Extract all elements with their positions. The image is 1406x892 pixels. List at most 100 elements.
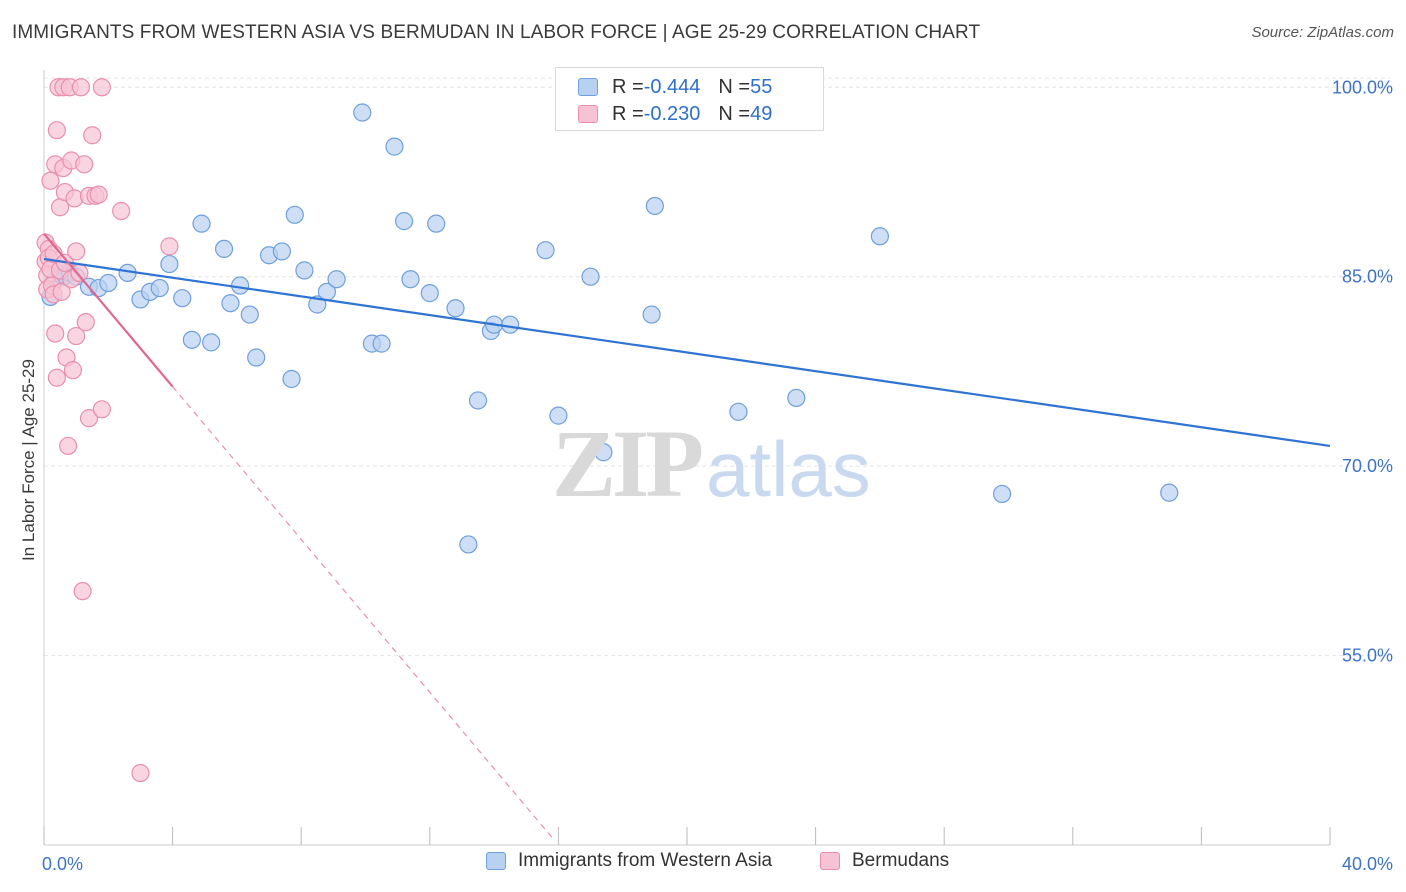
legend-label: Immigrants from Western Asia bbox=[518, 850, 773, 871]
data-point bbox=[427, 214, 446, 233]
data-point bbox=[394, 212, 414, 231]
data-point bbox=[420, 284, 439, 303]
series-bermudans bbox=[36, 78, 179, 783]
y-tick-label: 85.0% bbox=[1342, 267, 1393, 287]
data-point bbox=[112, 201, 131, 221]
trend-line bbox=[43, 233, 174, 388]
data-point bbox=[79, 409, 99, 428]
legend-row-blue: R = -0.444 N = 55 bbox=[578, 74, 772, 100]
data-point bbox=[240, 305, 259, 324]
data-point bbox=[52, 282, 71, 301]
r-label: R = bbox=[612, 102, 644, 125]
series-legend: Immigrants from Western Asia Bermudans bbox=[0, 850, 1406, 878]
data-point bbox=[150, 278, 169, 298]
data-point bbox=[67, 326, 86, 346]
data-point bbox=[501, 315, 520, 334]
data-point bbox=[131, 763, 150, 783]
pink-swatch bbox=[578, 105, 598, 123]
y-tick-label: 100.0% bbox=[1332, 77, 1393, 97]
data-point bbox=[59, 436, 78, 456]
data-point bbox=[63, 361, 83, 380]
r-value: -0.230 bbox=[643, 102, 701, 125]
r-label: R = bbox=[612, 75, 644, 98]
trend-line bbox=[43, 257, 1331, 448]
data-point bbox=[1160, 483, 1179, 502]
data-point bbox=[221, 294, 240, 313]
data-point bbox=[372, 334, 391, 353]
data-point bbox=[295, 261, 314, 280]
data-point bbox=[581, 267, 600, 286]
legend-row-pink: R = -0.230 N = 49 bbox=[578, 101, 772, 127]
data-point bbox=[247, 348, 266, 367]
series-immigrants-western-asia bbox=[41, 103, 1179, 554]
data-point bbox=[192, 214, 211, 233]
data-point bbox=[645, 196, 664, 216]
blue-swatch bbox=[578, 78, 598, 96]
data-point bbox=[272, 242, 292, 261]
data-point bbox=[787, 388, 806, 408]
data-point bbox=[89, 185, 108, 204]
data-point bbox=[46, 324, 65, 343]
grid-lines bbox=[44, 77, 1390, 657]
data-point bbox=[285, 205, 304, 224]
data-point bbox=[353, 103, 372, 122]
data-point bbox=[160, 237, 179, 256]
source-label: Source: ZipAtlas.com bbox=[1251, 24, 1394, 41]
n-label: N = bbox=[718, 102, 751, 125]
data-point bbox=[92, 78, 111, 97]
data-point bbox=[282, 369, 301, 389]
data-point bbox=[870, 227, 890, 246]
data-point bbox=[992, 484, 1012, 504]
x-tick-label: 40.0% bbox=[1342, 854, 1393, 874]
trend-lines bbox=[43, 233, 1331, 842]
data-point bbox=[327, 270, 346, 289]
axes bbox=[43, 70, 1331, 846]
data-point bbox=[67, 242, 86, 261]
data-point bbox=[385, 137, 404, 156]
n-value: 49 bbox=[750, 102, 773, 125]
data-point bbox=[160, 254, 179, 274]
chart-title: IMMIGRANTS FROM WESTERN ASIA VS BERMUDAN… bbox=[12, 22, 981, 43]
legend-item-western-asia: Immigrants from Western Asia bbox=[486, 850, 772, 872]
data-point bbox=[446, 299, 465, 318]
data-point bbox=[173, 289, 192, 308]
data-point bbox=[594, 443, 613, 462]
trend-line-extension bbox=[172, 386, 556, 842]
data-point bbox=[401, 270, 420, 289]
data-point bbox=[47, 368, 66, 387]
tick-labels: 100.0% 85.0% 70.0% 55.0% 0.0% 40.0% bbox=[42, 77, 1393, 874]
data-point bbox=[536, 241, 555, 260]
n-label: N = bbox=[718, 75, 751, 98]
data-point bbox=[41, 171, 60, 190]
pink-swatch bbox=[820, 852, 840, 870]
data-point bbox=[92, 400, 111, 419]
data-point bbox=[71, 78, 91, 97]
data-point bbox=[729, 402, 748, 421]
legend-label: Bermudans bbox=[852, 850, 950, 871]
data-point bbox=[549, 406, 568, 425]
correlation-legend: R = -0.444 N = 55 R = -0.230 N = 49 bbox=[555, 67, 824, 131]
data-point bbox=[73, 582, 92, 601]
data-point bbox=[75, 155, 94, 174]
data-point bbox=[468, 391, 488, 410]
legend-item-bermudans: Bermudans bbox=[820, 850, 949, 872]
data-point bbox=[202, 333, 221, 352]
data-point bbox=[83, 126, 102, 145]
blue-swatch bbox=[486, 852, 506, 870]
r-value: -0.444 bbox=[643, 75, 701, 98]
data-point bbox=[99, 273, 118, 293]
y-axis-label: In Labor Force | Age 25-29 bbox=[19, 359, 38, 561]
data-point bbox=[642, 305, 661, 324]
y-tick-label: 70.0% bbox=[1342, 456, 1393, 476]
data-point bbox=[70, 263, 89, 283]
data-point bbox=[76, 313, 95, 332]
y-tick-label: 55.0% bbox=[1342, 646, 1393, 666]
data-point bbox=[459, 535, 478, 554]
n-value: 55 bbox=[750, 75, 773, 98]
data-point bbox=[231, 276, 250, 295]
data-point bbox=[182, 330, 201, 349]
data-point bbox=[47, 121, 66, 140]
data-point bbox=[214, 239, 234, 259]
x-tick-label: 0.0% bbox=[42, 854, 83, 874]
